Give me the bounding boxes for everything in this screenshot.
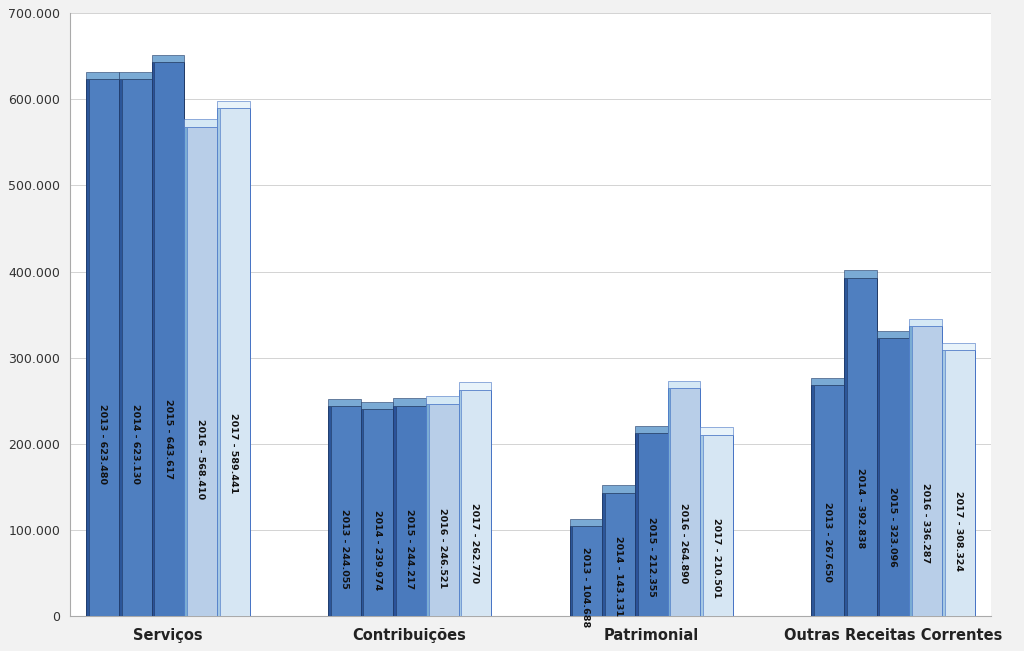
Bar — [942, 350, 944, 616]
Text: 2017 - 589.441: 2017 - 589.441 — [228, 413, 238, 493]
Bar — [844, 278, 847, 616]
Text: 2017 - 308.324: 2017 - 308.324 — [953, 491, 963, 571]
Bar — [909, 326, 942, 616]
Bar — [602, 493, 635, 616]
Bar — [393, 398, 426, 406]
Text: 2014 - 143.131: 2014 - 143.131 — [614, 536, 624, 616]
Text: 2014 - 623.130: 2014 - 623.130 — [131, 404, 140, 484]
Bar — [119, 72, 152, 79]
Text: 2014 - 392.838: 2014 - 392.838 — [856, 467, 865, 547]
Bar — [942, 350, 975, 616]
Bar — [119, 79, 152, 616]
Text: 2017 - 262.770: 2017 - 262.770 — [470, 503, 479, 583]
Bar — [119, 79, 122, 616]
Bar — [152, 62, 155, 616]
Bar — [393, 406, 426, 616]
Bar — [602, 486, 635, 493]
Bar — [909, 319, 942, 326]
Bar — [877, 338, 909, 616]
Text: 2016 - 264.890: 2016 - 264.890 — [680, 503, 688, 583]
Bar — [602, 493, 605, 616]
Bar — [217, 109, 250, 616]
Bar — [459, 390, 461, 616]
Bar — [86, 72, 119, 79]
Bar — [569, 526, 572, 616]
Bar — [635, 426, 668, 433]
Bar — [700, 435, 702, 616]
Bar — [152, 62, 184, 616]
Bar — [811, 385, 844, 616]
Bar — [668, 388, 671, 616]
Bar — [700, 435, 733, 616]
Bar — [426, 404, 429, 616]
Bar — [909, 326, 912, 616]
Bar — [184, 119, 217, 126]
Text: 2014 - 239.974: 2014 - 239.974 — [373, 510, 382, 590]
Bar — [217, 102, 250, 109]
Text: 2016 - 336.287: 2016 - 336.287 — [922, 483, 930, 563]
Text: 2015 - 212.355: 2015 - 212.355 — [647, 518, 655, 597]
Text: 2016 - 568.410: 2016 - 568.410 — [197, 419, 205, 499]
Bar — [459, 390, 492, 616]
Bar — [184, 126, 187, 616]
Text: 2013 - 623.480: 2013 - 623.480 — [98, 404, 108, 484]
Bar — [844, 271, 877, 278]
Bar — [569, 518, 602, 526]
Bar — [877, 331, 909, 338]
Bar — [459, 382, 492, 390]
Text: 2013 - 104.688: 2013 - 104.688 — [582, 547, 591, 627]
Bar — [328, 398, 360, 406]
Bar — [668, 388, 700, 616]
Text: 2015 - 244.217: 2015 - 244.217 — [406, 508, 414, 589]
Bar — [877, 338, 880, 616]
Bar — [184, 126, 217, 616]
Bar — [86, 79, 119, 616]
Bar — [217, 109, 219, 616]
Text: 2015 - 643.617: 2015 - 643.617 — [164, 398, 172, 478]
Bar — [393, 406, 396, 616]
Bar — [668, 381, 700, 388]
Bar — [328, 406, 331, 616]
Text: 2015 - 323.096: 2015 - 323.096 — [889, 487, 897, 567]
Text: 2013 - 267.650: 2013 - 267.650 — [823, 502, 833, 582]
Bar — [635, 433, 638, 616]
Text: 2016 - 246.521: 2016 - 246.521 — [438, 508, 446, 588]
Bar — [811, 378, 844, 385]
Bar — [569, 526, 602, 616]
Text: 2013 - 244.055: 2013 - 244.055 — [340, 509, 349, 589]
Bar — [360, 409, 393, 616]
Bar — [844, 278, 877, 616]
Bar — [426, 404, 459, 616]
Bar — [700, 428, 733, 435]
Bar — [635, 433, 668, 616]
Bar — [360, 402, 393, 409]
Bar — [86, 79, 89, 616]
Bar — [152, 55, 184, 62]
Bar — [328, 406, 360, 616]
Bar — [942, 343, 975, 350]
Bar — [811, 385, 814, 616]
Text: 2017 - 210.501: 2017 - 210.501 — [712, 518, 721, 598]
Bar — [360, 409, 364, 616]
Bar — [426, 396, 459, 404]
